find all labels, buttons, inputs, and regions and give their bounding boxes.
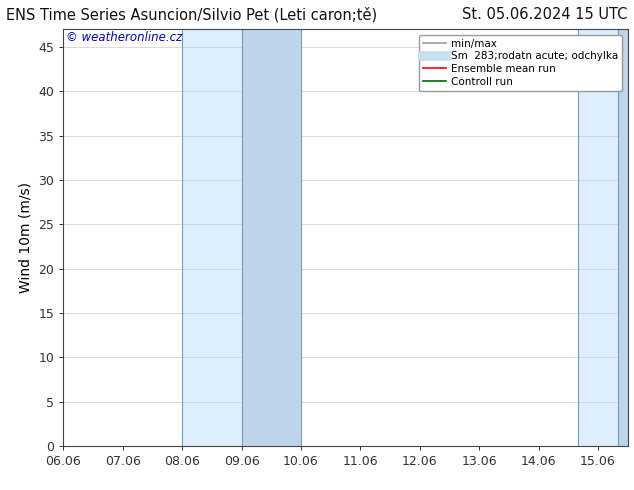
Legend: min/max, Sm  283;rodatn acute; odchylka, Ensemble mean run, Controll run: min/max, Sm 283;rodatn acute; odchylka, …	[418, 35, 623, 91]
Bar	[578, 29, 628, 446]
Text: ENS Time Series Asuncion/Silvio Pet (Leti caron;tě): ENS Time Series Asuncion/Silvio Pet (Let…	[6, 7, 377, 23]
Bar	[182, 29, 301, 446]
Bar	[242, 29, 301, 446]
Bar	[618, 29, 628, 446]
Text: © weatheronline.cz: © weatheronline.cz	[66, 31, 183, 45]
Text: St. 05.06.2024 15 UTC: St. 05.06.2024 15 UTC	[462, 7, 628, 23]
Y-axis label: Wind 10m (m/s): Wind 10m (m/s)	[19, 182, 33, 293]
